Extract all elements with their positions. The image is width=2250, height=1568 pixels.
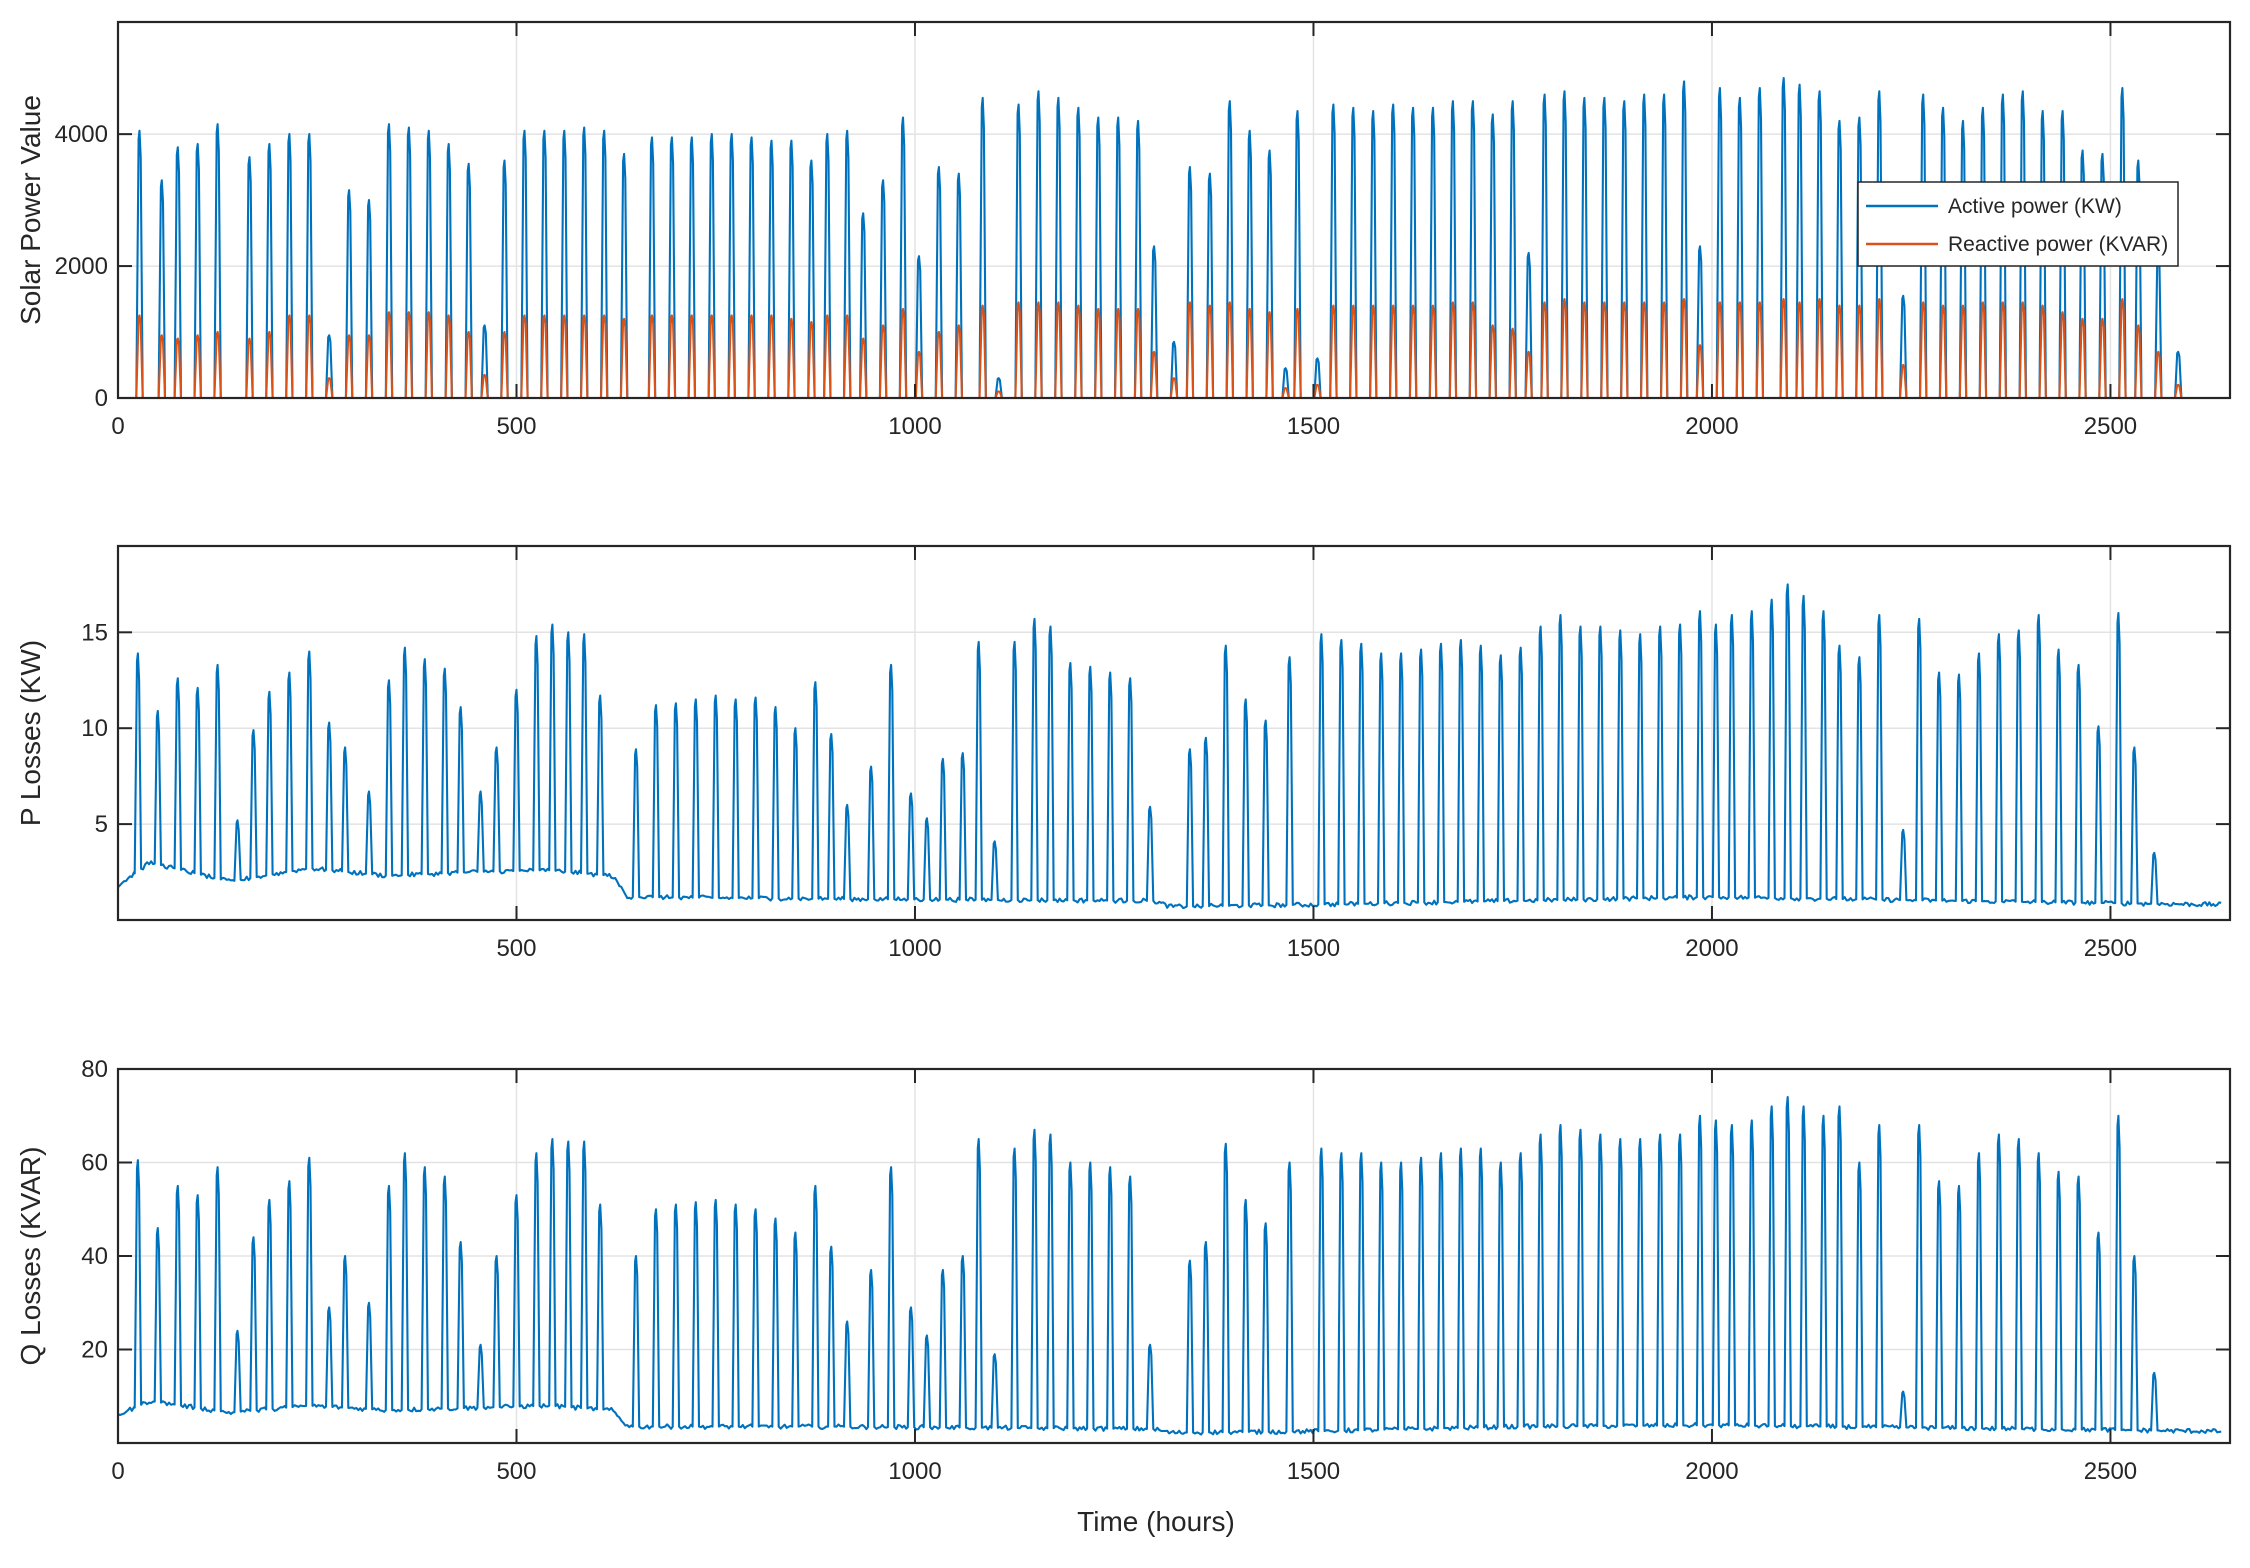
x-tick-label: 500 xyxy=(496,413,536,440)
x-tick-label: 500 xyxy=(496,935,536,962)
y-tick-label: 60 xyxy=(81,1150,108,1177)
series-line-1 xyxy=(118,77,2222,398)
x-axis-label: Time (hours) xyxy=(1077,1506,1235,1537)
series-line-2 xyxy=(118,298,2222,398)
x-tick-label: 1500 xyxy=(1287,935,1340,962)
y-axis-label: Solar Power Value xyxy=(15,95,46,325)
x-tick-label: 0 xyxy=(111,1458,124,1485)
x-tick-label: 1500 xyxy=(1287,413,1340,440)
x-tick-label: 500 xyxy=(496,1458,536,1485)
y-tick-label: 0 xyxy=(95,385,108,412)
y-tick-label: 40 xyxy=(81,1243,108,1270)
x-tick-label: 2500 xyxy=(2084,413,2137,440)
y-tick-label: 15 xyxy=(81,619,108,646)
axes-box xyxy=(116,20,2232,400)
x-tick-label: 1000 xyxy=(888,1458,941,1485)
y-tick-label: 2000 xyxy=(55,253,108,280)
y-axis-label: Q Losses (KVAR) xyxy=(15,1147,46,1366)
legend: Active power (KW) Reactive power (KVAR) xyxy=(1857,181,2179,267)
y-tick-label: 5 xyxy=(95,811,108,838)
panel-2: 500 1000 1500 2000 2500 5 10 15 P Losses (KW) xyxy=(15,544,2232,962)
x-tick-label: 2000 xyxy=(1685,413,1738,440)
y-tick-label: 10 xyxy=(81,715,108,742)
x-tick-label: 2500 xyxy=(2084,935,2137,962)
plot-area xyxy=(118,546,2230,920)
y-axis-label: P Losses (KW) xyxy=(15,640,46,826)
x-tick-label: 1500 xyxy=(1287,1458,1340,1485)
series-line-1 xyxy=(118,1095,2222,1436)
series-line-1 xyxy=(118,583,2222,910)
legend-entry: Reactive power (KVAR) xyxy=(1948,233,2168,256)
y-tick-label: 20 xyxy=(81,1337,108,1364)
panel-1: 0 500 1000 1500 2000 2500 0 2000 4000 Solar Power… xyxy=(15,20,2232,440)
x-tick-label: 1000 xyxy=(888,413,941,440)
y-tick-label: 80 xyxy=(81,1056,108,1083)
axes-box xyxy=(116,544,2232,922)
panel-3: 0 500 1000 1500 2000 2500 20 40 60 80 Q Losses (KV… xyxy=(15,1056,2232,1537)
legend-entry: Active power (KW) xyxy=(1948,195,2122,218)
x-tick-label: 0 xyxy=(111,413,124,440)
x-tick-label: 2000 xyxy=(1685,935,1738,962)
x-tick-label: 2500 xyxy=(2084,1458,2137,1485)
x-tick-label: 2000 xyxy=(1685,1458,1738,1485)
legend-box xyxy=(1857,181,2179,267)
x-tick-label: 1000 xyxy=(888,935,941,962)
y-tick-label: 4000 xyxy=(55,121,108,148)
